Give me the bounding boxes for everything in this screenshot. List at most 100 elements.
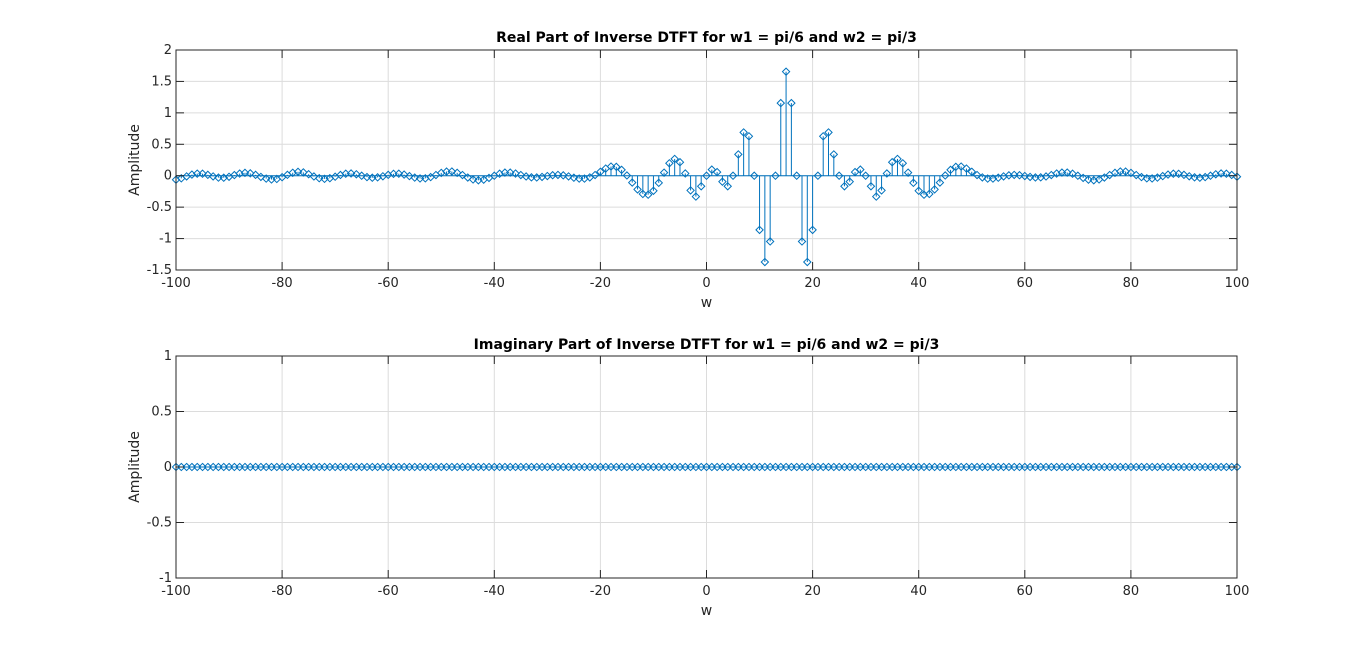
x-tick-label: -40	[484, 584, 505, 599]
stem-marker	[633, 185, 642, 194]
stem-marker	[362, 172, 372, 182]
stem-marker	[293, 167, 303, 177]
stem-marker	[1073, 171, 1083, 181]
stem-marker	[856, 165, 865, 174]
stem-marker	[967, 167, 977, 177]
stem-marker	[771, 171, 780, 181]
stem-marker	[813, 171, 823, 181]
stem-marker	[1009, 170, 1019, 180]
stem-marker	[256, 172, 266, 182]
x-axis-label: w	[701, 603, 712, 619]
x-axis-label: w	[701, 295, 712, 311]
y-axis-label: Amplitude	[127, 431, 143, 503]
stem-marker	[718, 177, 727, 186]
stem-marker	[410, 173, 420, 182]
stem-marker	[251, 170, 260, 180]
stem-marker	[352, 169, 361, 179]
stem-marker	[972, 170, 982, 180]
stem-marker	[304, 169, 313, 179]
stem-marker	[686, 186, 695, 195]
stem-marker	[670, 154, 679, 164]
stem-marker	[622, 171, 632, 180]
stem-marker	[596, 167, 605, 177]
stem-marker	[903, 168, 913, 177]
stem-marker	[627, 178, 637, 187]
stem-marker	[818, 131, 828, 141]
stem-marker	[680, 169, 690, 178]
y-tick-label: -1	[159, 232, 172, 247]
stem-marker	[739, 128, 748, 137]
y-tick-label: -0.5	[147, 516, 172, 531]
stem-marker	[792, 171, 801, 181]
y-tick-label: 0	[164, 460, 172, 475]
stem-marker	[861, 171, 870, 181]
x-tick-label: -20	[590, 276, 611, 291]
stem-marker	[935, 178, 945, 187]
y-tick-label: 0.5	[151, 405, 172, 420]
stem-marker	[978, 173, 987, 182]
stem-marker	[1184, 171, 1194, 181]
x-tick-label: -80	[271, 584, 292, 599]
stem-marker	[654, 178, 664, 188]
stem-marker	[617, 165, 626, 175]
stem-marker	[723, 181, 733, 191]
stem-marker	[569, 173, 579, 183]
stem-marker	[696, 181, 706, 191]
stem-marker	[755, 225, 764, 235]
stem-marker	[1068, 169, 1077, 179]
stem-marker	[649, 186, 658, 196]
stem-marker	[712, 167, 722, 177]
x-tick-label: 0	[702, 276, 710, 291]
x-tick-label: -20	[590, 584, 611, 599]
stem-marker	[882, 169, 892, 178]
stem-marker	[1190, 173, 1199, 182]
x-tick-label: 40	[910, 584, 927, 599]
stem-marker	[665, 158, 674, 168]
stem-marker	[962, 164, 971, 173]
y-axis-label: Amplitude	[127, 124, 143, 196]
imaginary-part-subplot: -100 -80 -60 -40 -20 0 20 40 60 80 100 -1 -0.5 0 0.5 1 I…	[127, 337, 1249, 619]
x-tick-label: 20	[804, 584, 821, 599]
stem-marker	[612, 162, 621, 172]
x-tick-label: 40	[910, 276, 927, 291]
stem-marker	[760, 257, 770, 267]
chart-title: Real Part of Inverse DTFT for w1 = pi/6 …	[496, 30, 917, 46]
y-tick-label: -1	[159, 571, 172, 586]
x-tick-label: 80	[1123, 584, 1140, 599]
stem-marker	[1015, 170, 1024, 180]
stem-marker	[1227, 170, 1237, 180]
stem-marker	[516, 170, 526, 180]
stem-marker	[590, 170, 600, 180]
stem-marker	[707, 165, 717, 174]
stem-marker	[468, 175, 478, 184]
x-tick-label: -80	[271, 276, 292, 291]
stem-marker	[893, 154, 902, 164]
y-tick-label: 0.5	[151, 137, 172, 152]
stem-marker	[845, 177, 855, 186]
stem-marker	[887, 157, 897, 167]
stem-marker	[558, 171, 568, 180]
stem-marker	[309, 172, 319, 181]
stem-marker	[245, 169, 255, 178]
stem-marker	[946, 165, 955, 175]
stem-marker	[659, 168, 669, 177]
stem-marker	[925, 189, 934, 199]
stem-marker	[1121, 167, 1130, 176]
stem-marker	[702, 171, 711, 181]
stem-marker	[824, 128, 833, 137]
x-tick-label: 0	[702, 584, 710, 599]
x-tick-label: -100	[161, 276, 191, 291]
stem-marker	[829, 150, 839, 159]
stem-marker	[505, 168, 515, 177]
stem-marker	[606, 162, 616, 171]
stem-marker	[691, 192, 701, 201]
x-tick-label: 80	[1123, 276, 1140, 291]
stem-marker	[1179, 170, 1189, 180]
stem-marker	[728, 171, 738, 181]
stem-marker	[458, 170, 467, 180]
x-tick-label: 60	[1017, 584, 1034, 599]
y-tick-label: 2	[164, 43, 172, 58]
stem-marker	[452, 168, 462, 178]
stem-marker	[1131, 170, 1141, 180]
x-tick-label: 20	[804, 276, 821, 291]
